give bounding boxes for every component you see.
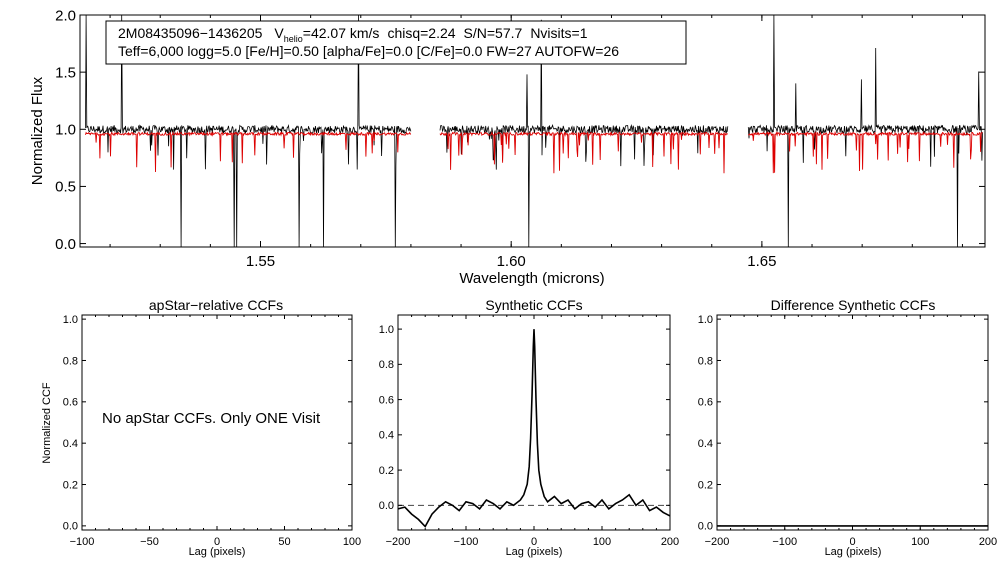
apstar-ccf-x-tick-label: −100 xyxy=(70,536,95,548)
apstar-ccf-message: No apStar CCFs. Only ONE Visit xyxy=(102,410,321,427)
difference-ccf-y-tick-label: 0.6 xyxy=(698,397,713,409)
spectrum-annotation: 2M08435096−1436205 Vhelio=42.07 km/s chisq… xyxy=(105,20,687,65)
spectrum-x-tick-label: 1.60 xyxy=(497,253,526,270)
synthetic-ccf-y-tick-label: 1.0 xyxy=(379,324,394,336)
annotation-v-subscript: helio xyxy=(284,34,303,44)
difference-ccf-title: Difference Synthetic CCFs xyxy=(771,297,936,313)
synthetic-ccf-x-tick-label: 0 xyxy=(531,536,537,548)
synthetic-ccf-plot-area xyxy=(397,329,671,528)
apstar-ccf-x-tick-label: −50 xyxy=(140,536,159,548)
observed-spectrum-line-chip-2 xyxy=(439,19,729,248)
annotation-nvisits: Nvisits=1 xyxy=(530,25,587,41)
synthetic-ccf-y-tick-label: 0.0 xyxy=(379,500,394,512)
synthetic-ccf-title: Synthetic CCFs xyxy=(485,297,582,313)
spectrum-panel: 1.55 1.60 1.65 0.0 0.5 1.0 1.5 2.0 Wavelength (… xyxy=(29,7,986,287)
spectrum-y-axis-label: Normalized Flux xyxy=(29,76,46,185)
difference-ccf-x-tick-label: 100 xyxy=(911,536,929,548)
synthetic-ccf-x-tick-label: −200 xyxy=(386,536,411,548)
difference-ccf-x-axis-label: Lag (pixels) xyxy=(825,546,882,558)
spectrum-x-tick-label: 1.55 xyxy=(246,253,275,270)
spectrum-axes: 1.55 1.60 1.65 0.0 0.5 1.0 1.5 2.0 xyxy=(55,7,985,270)
spectrum-y-tick-label: 0.5 xyxy=(55,179,76,196)
model-spectrum-line-chip-1 xyxy=(85,130,412,173)
apstar-ccf-y-tick-label: 0.2 xyxy=(63,479,78,491)
synthetic-ccf-x-tick-label: −100 xyxy=(454,536,479,548)
difference-ccf-panel: Difference Synthetic CCFs −200 −100 0 100 20… xyxy=(698,297,997,558)
difference-ccf-axes: −200 −100 0 100 200 0.0 0.2 0.4 0.6 0.8 1.0 xyxy=(698,314,997,548)
observed-spectrum-line-chip-1 xyxy=(85,14,412,248)
synthetic-ccf-axes: −200 −100 0 100 200 0.0 0.2 0.4 0.6 0.8 1.0 xyxy=(379,315,679,548)
synthetic-ccf-y-tick-label: 0.8 xyxy=(379,359,394,371)
synthetic-ccf-panel: Synthetic CCFs −200 −100 0 100 200 0.0 0.2 0.4 0… xyxy=(379,297,679,558)
apstar-ccf-title: apStar−relative CCFs xyxy=(149,297,283,313)
synthetic-ccf-x-tick-label: 100 xyxy=(593,536,611,548)
synthetic-ccf-y-tick-label: 0.6 xyxy=(379,394,394,406)
difference-ccf-y-tick-label: 0.0 xyxy=(698,521,713,533)
apstar-ccf-y-tick-label: 0.8 xyxy=(63,355,78,367)
annotation-star-id: 2M08435096−1436205 xyxy=(118,25,263,41)
difference-ccf-x-tick-label: 0 xyxy=(849,536,855,548)
annotation-v-value: =42.07 km/s xyxy=(303,25,380,41)
difference-ccf-y-tick-label: 0.4 xyxy=(698,438,713,450)
difference-ccf-y-tick-label: 1.0 xyxy=(698,314,713,326)
spectrum-y-tick-label: 0.0 xyxy=(55,236,76,253)
apstar-ccf-y-tick-label: 1.0 xyxy=(63,314,78,326)
difference-ccf-y-tick-label: 0.8 xyxy=(698,355,713,367)
apstar-ccf-x-tick-label: 0 xyxy=(214,536,220,548)
annotation-line-2: Teff=6,000 logg=5.0 [Fe/H]=0.50 [alpha/F… xyxy=(118,43,619,59)
synthetic-ccf-y-tick-label: 0.4 xyxy=(379,430,394,442)
synthetic-ccf-line xyxy=(397,329,671,528)
spectrum-x-axis-label: Wavelength (microns) xyxy=(459,270,604,287)
annotation-snr: S/N=57.7 xyxy=(464,25,523,41)
apstar-ccf-y-tick-label: 0.6 xyxy=(63,397,78,409)
apstar-ccf-y-axis-label: Normalized CCF xyxy=(41,382,53,464)
apstar-ccf-y-tick-label: 0.0 xyxy=(63,521,78,533)
spectrum-y-tick-label: 2.0 xyxy=(55,7,76,24)
spectrum-x-tick-label: 1.65 xyxy=(747,253,776,270)
model-spectrum-line-chip-2 xyxy=(439,130,729,174)
apstar-ccf-x-tick-label: 100 xyxy=(343,536,361,548)
apstar-ccf-x-tick-label: 50 xyxy=(278,536,290,548)
annotation-box xyxy=(105,20,687,65)
difference-ccf-x-tick-label: −200 xyxy=(705,536,730,548)
annotation-v-prefix: V xyxy=(274,25,284,41)
apstar-ccf-x-axis-label: Lag (pixels) xyxy=(189,546,246,558)
synthetic-ccf-x-tick-label: 200 xyxy=(661,536,679,548)
difference-ccf-x-tick-label: 200 xyxy=(979,536,997,548)
synthetic-ccf-y-tick-label: 0.2 xyxy=(379,465,394,477)
synthetic-ccf-x-axis-label: Lag (pixels) xyxy=(506,546,563,558)
model-spectrum-line-chip-3 xyxy=(748,130,983,174)
annotation-line-1: 2M08435096−1436205 Vhelio=42.07 km/s chisq… xyxy=(118,25,588,44)
spectrum-plot-area xyxy=(85,14,983,248)
difference-ccf-plot-frame xyxy=(716,314,989,531)
spectrum-y-tick-label: 1.0 xyxy=(55,122,76,139)
annotation-chisq: chisq=2.24 xyxy=(387,25,455,41)
apstar-ccf-panel: apStar−relative CCFs −100 −50 0 50 100 0.0 0.2… xyxy=(41,297,361,558)
observed-spectrum-line-chip-3 xyxy=(747,14,983,248)
difference-ccf-y-tick-label: 0.2 xyxy=(698,479,713,491)
spectrum-y-tick-label: 1.5 xyxy=(55,64,76,81)
apstar-ccf-axes: −100 −50 0 50 100 0.0 0.2 0.4 0.6 0.8 1.0 xyxy=(63,314,361,548)
difference-ccf-x-tick-label: −100 xyxy=(772,536,797,548)
apstar-ccf-y-tick-label: 0.4 xyxy=(63,438,78,450)
spectrum-plot-frame xyxy=(79,14,986,248)
